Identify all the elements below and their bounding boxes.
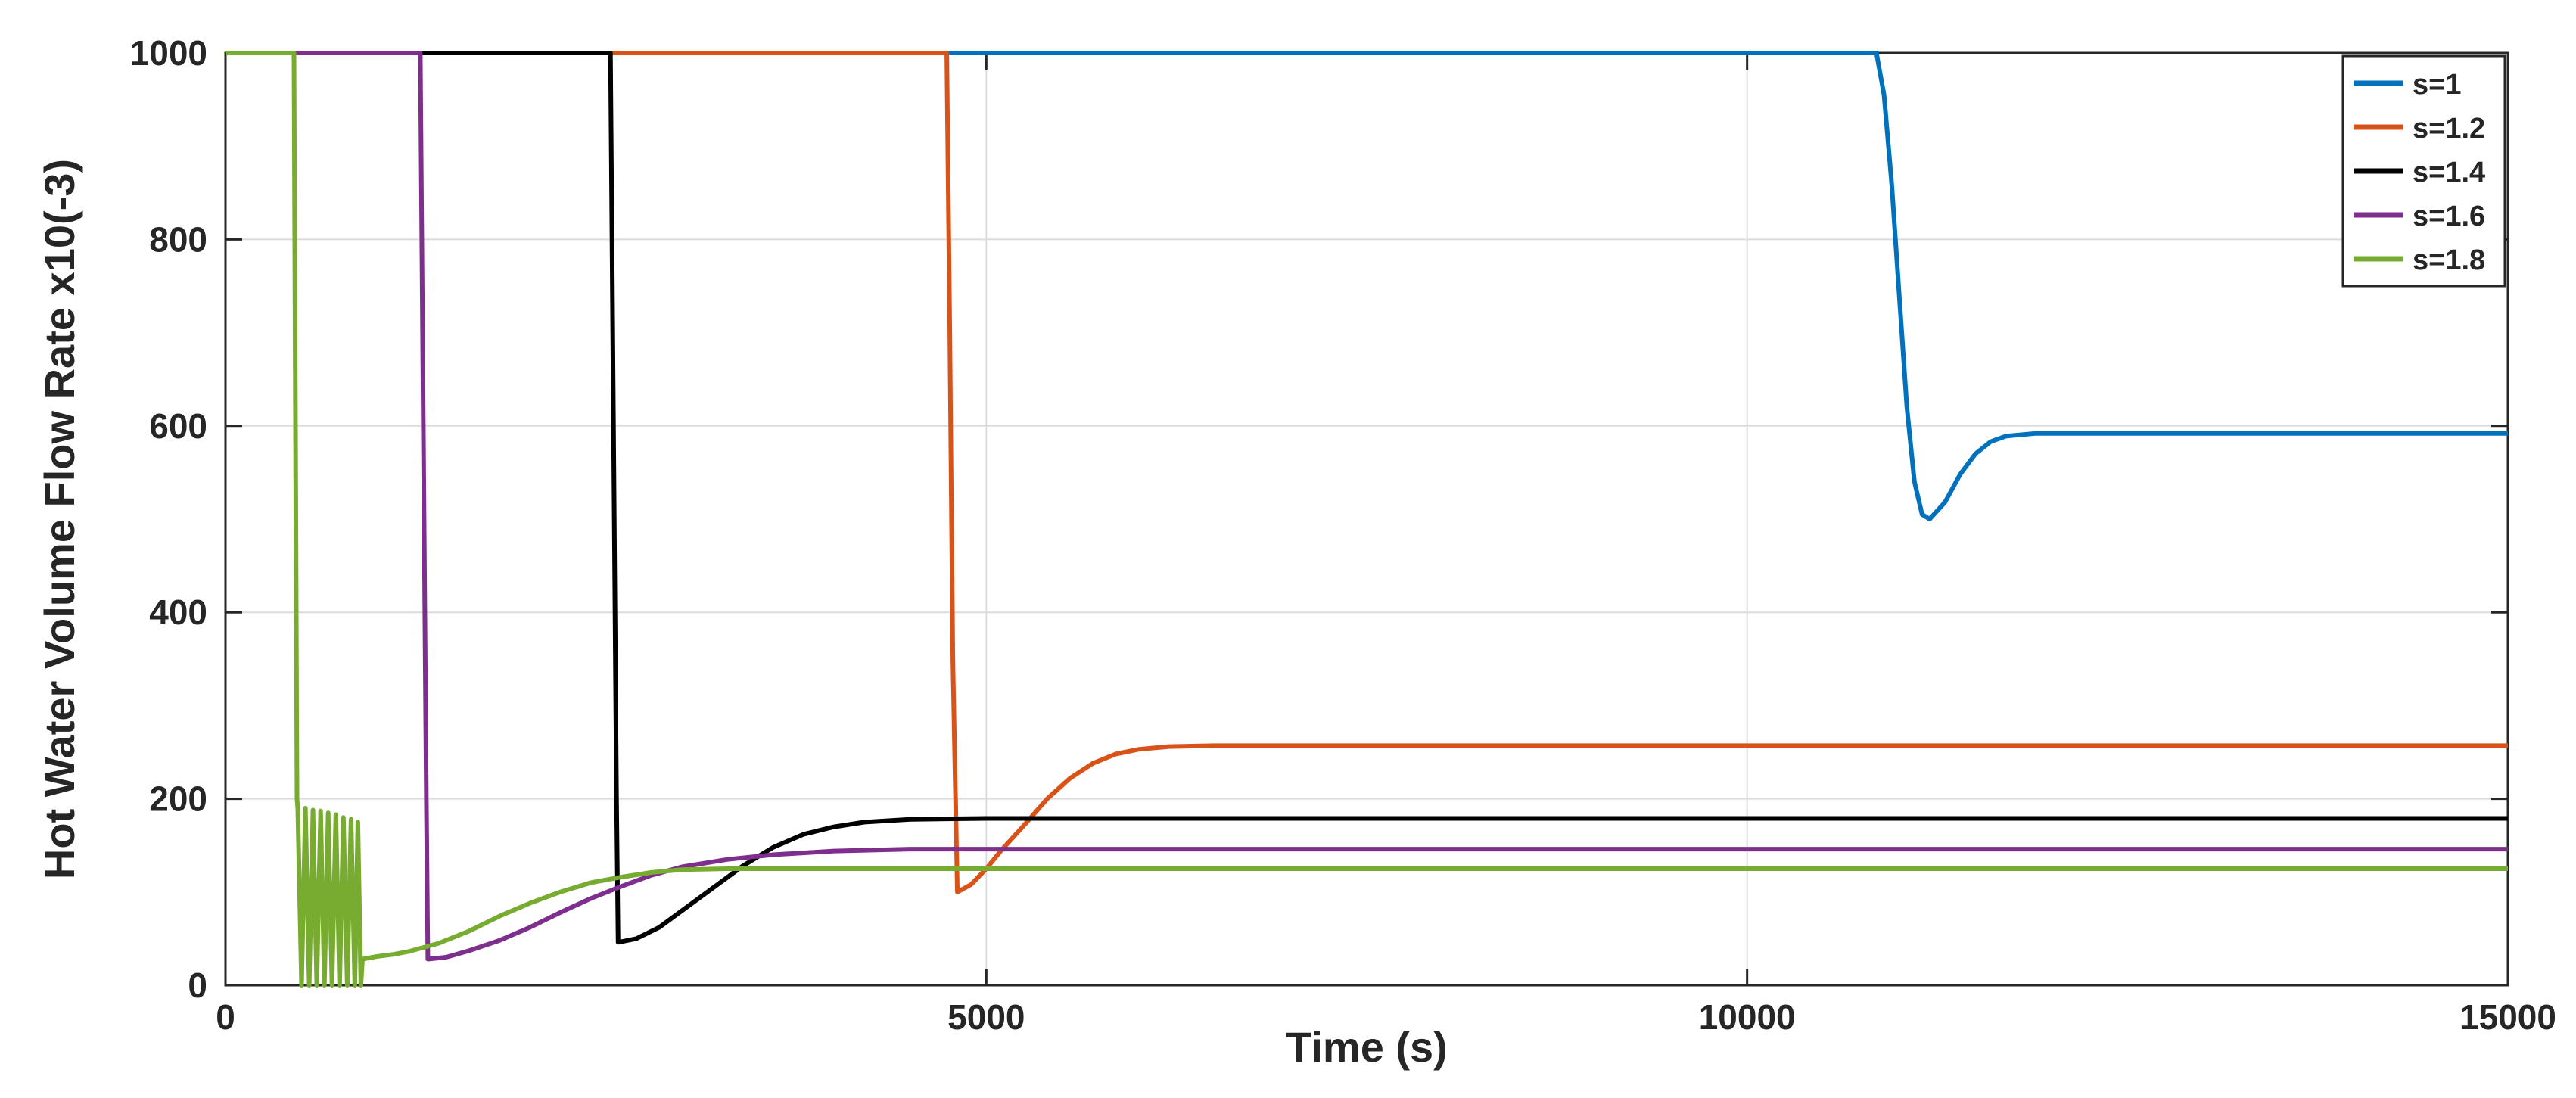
y-tick-label: 600: [149, 406, 207, 446]
y-tick-label: 400: [149, 593, 207, 632]
legend-label: s=1: [2413, 69, 2461, 101]
series-line-2: [226, 51, 2508, 945]
series-line-1: [226, 51, 2508, 894]
y-tick-label: 200: [149, 779, 207, 819]
axis-ticks: 0 5000 10000 15000 0 200 400 600 800 1000: [130, 33, 2556, 1037]
series-lines: [226, 51, 2508, 988]
grid-lines: [226, 53, 2508, 985]
legend-label: s=1.8: [2413, 244, 2485, 276]
y-tick-label: 1000: [130, 33, 207, 73]
x-tick-label: 10000: [1699, 997, 1796, 1037]
series-line-3: [226, 51, 2508, 962]
y-axis-label: Hot Water Volume Flow Rate x10(-3): [36, 159, 83, 879]
y-tick-label: 800: [149, 219, 207, 259]
legend-label: s=1.2: [2413, 113, 2485, 145]
series-line-4: [226, 51, 2508, 988]
x-tick-label: 0: [216, 997, 235, 1037]
legend: s=1 s=1.2 s=1.4 s=1.6 s=1.8: [2341, 54, 2506, 288]
legend-label: s=1.4: [2413, 157, 2485, 188]
x-axis-label: Time (s): [1286, 1023, 1448, 1071]
series-line-0: [226, 51, 2508, 521]
legend-label: s=1.6: [2413, 201, 2485, 232]
y-tick-label: 0: [188, 966, 207, 1005]
x-tick-label: 5000: [947, 997, 1025, 1037]
x-tick-label: 15000: [2459, 997, 2556, 1037]
